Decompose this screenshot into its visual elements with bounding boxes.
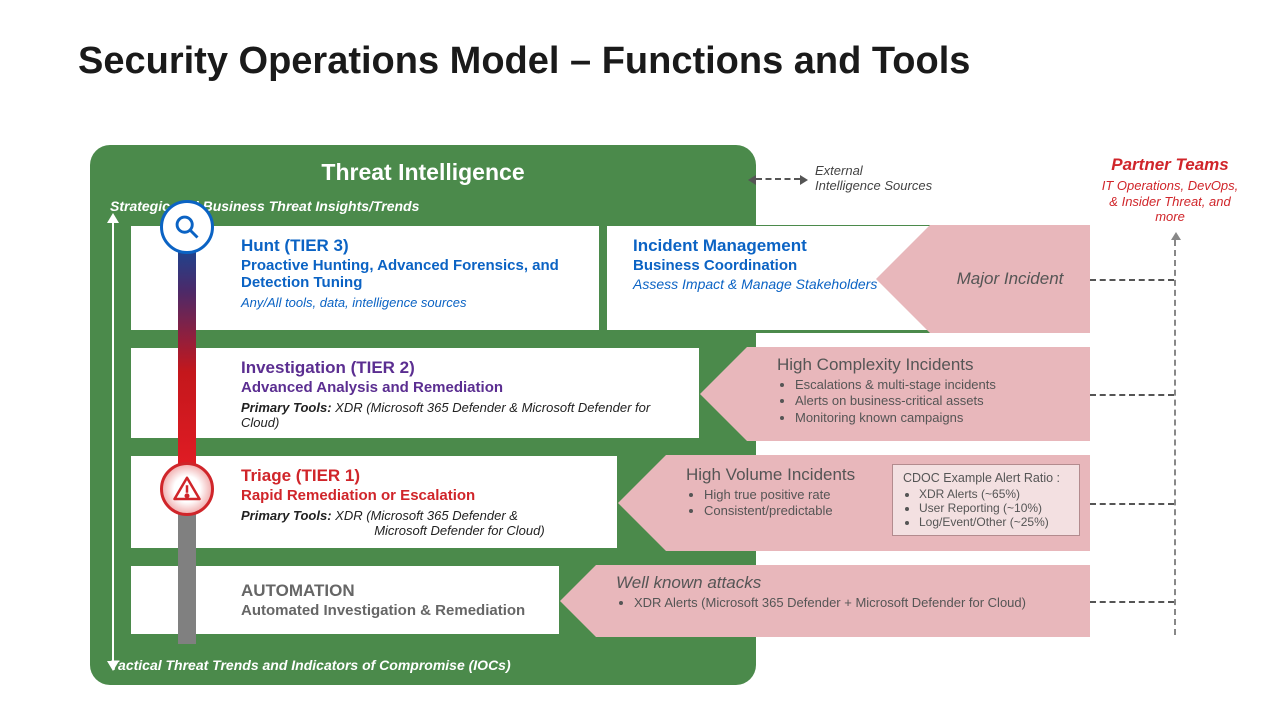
automation-subtitle: Automated Investigation & Remediation [241,602,545,619]
tier-investigation-card: Investigation (TIER 2) Advanced Analysis… [130,347,700,441]
stage: Security Operations Model – Functions an… [0,0,1280,720]
investigation-subtitle: Advanced Analysis and Remediation [241,379,685,396]
triage-title: Triage (TIER 1) [241,466,603,486]
high-complexity-list: Escalations & multi-stage incidents Aler… [795,377,1080,426]
incident-title: Incident Management [633,236,915,256]
page-title: Security Operations Model – Functions an… [78,40,970,83]
partner-title: Partner Teams [1100,155,1240,175]
hunt-title: Hunt (TIER 3) [241,236,585,256]
hunt-tools: Any/All tools, data, intelligence source… [241,295,585,310]
external-arrow [756,178,800,180]
connector-4 [1090,601,1174,603]
hunt-subtitle: Proactive Hunting, Advanced Forensics, a… [241,257,581,291]
connector-1 [1090,279,1174,281]
investigation-title: Investigation (TIER 2) [241,358,685,378]
threat-intel-strategic: Strategic and Business Threat Insights/T… [110,198,419,214]
connector-3 [1090,503,1174,505]
connector-2 [1090,394,1174,396]
alert-icon [160,462,214,516]
incident-desc: Assess Impact & Manage Stakeholders [633,276,915,292]
magnify-icon [160,200,214,254]
major-incident-text: Major Incident [957,269,1064,289]
partner-vertical [1174,240,1176,635]
well-known-list: XDR Alerts (Microsoft 365 Defender + Mic… [634,595,1080,611]
major-incident-badge: Major Incident [930,225,1090,333]
partner-sub: IT Operations, DevOps, & Insider Threat,… [1100,178,1240,225]
cdoc-title: CDOC Example Alert Ratio : [903,471,1069,485]
triage-tools: Primary Tools: XDR (Microsoft 365 Defend… [241,508,603,538]
well-known-panel: Well known attacks XDR Alerts (Microsoft… [596,565,1090,637]
automation-title: AUTOMATION [241,581,545,601]
external-label: External Intelligence Sources [815,164,932,194]
incident-subtitle: Business Coordination [633,257,915,274]
investigation-tools: Primary Tools: XDR (Microsoft 365 Defend… [241,400,685,430]
vertical-arrow [112,222,114,662]
cdoc-box: CDOC Example Alert Ratio : XDR Alerts (~… [892,464,1080,536]
threat-intel-heading: Threat Intelligence [90,159,756,186]
well-known-title: Well known attacks [616,573,1080,593]
high-complexity-panel: High Complexity Incidents Escalations & … [747,347,1090,441]
severity-spine [178,232,196,644]
cdoc-list: XDR Alerts (~65%) User Reporting (~10%) … [919,487,1069,529]
high-complexity-title: High Complexity Incidents [777,355,1080,375]
triage-subtitle: Rapid Remediation or Escalation [241,487,603,504]
threat-intel-tactical: Tactical Threat Trends and Indicators of… [110,657,511,673]
